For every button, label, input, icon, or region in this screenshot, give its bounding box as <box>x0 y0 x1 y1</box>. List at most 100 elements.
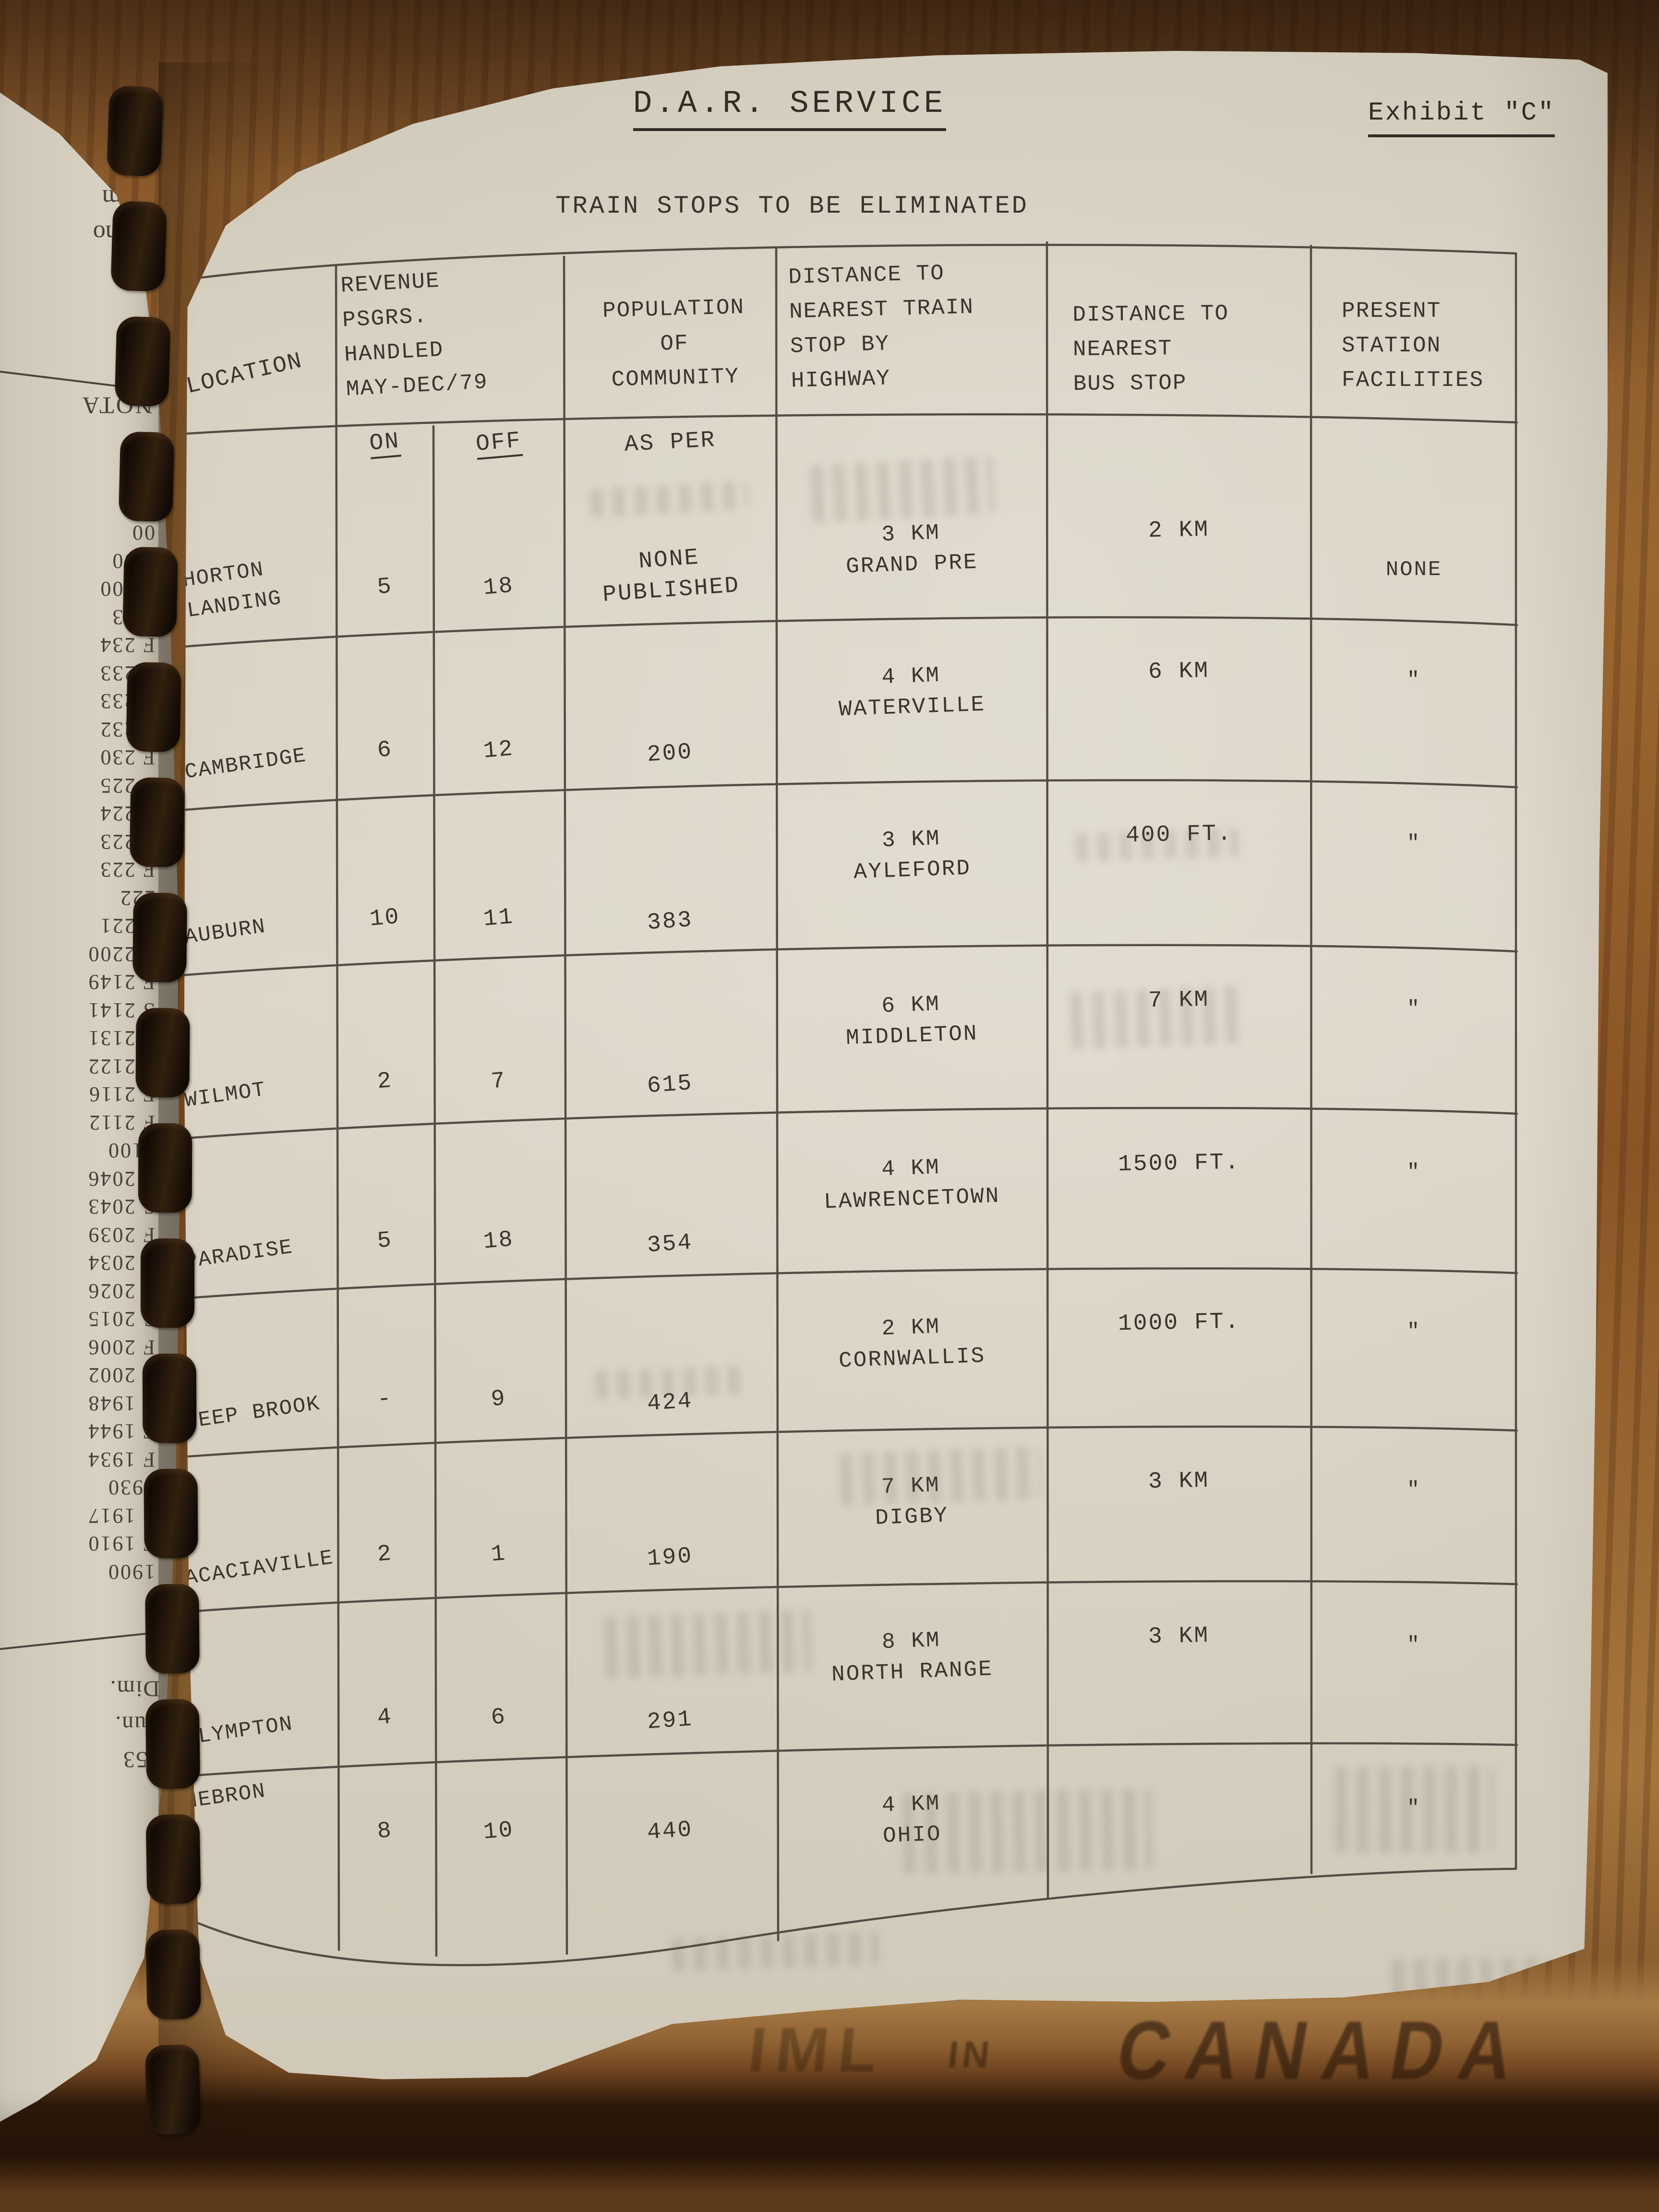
cell-facilities: " <box>1407 1478 1421 1502</box>
binding-loop <box>145 1814 201 1904</box>
binding-loop <box>135 1008 190 1098</box>
cell-off: 10 <box>482 1817 516 1846</box>
table-grid-line <box>184 243 1517 282</box>
column-header-train-distance: DISTANCE TO NEAREST TRAIN STOP BY HIGHWA… <box>788 261 974 394</box>
cell-bus-distance: 3 KM <box>1148 1623 1210 1650</box>
cell-bus-distance: 2 KM <box>1148 517 1210 544</box>
bleed-through-smudge <box>603 1609 813 1679</box>
cell-on: 5 <box>376 1227 394 1255</box>
table-grid-line <box>335 264 340 1951</box>
cell-off: 18 <box>482 573 516 601</box>
cell-facilities: " <box>1407 1796 1421 1820</box>
bleed-through-smudge <box>595 1365 745 1400</box>
page-title: D.A.R. SERVICE <box>566 85 1013 131</box>
cell-bus-distance: 1000 FT. <box>1118 1309 1240 1337</box>
page-subtitle: TRAIN STOPS TO BE ELIMINATED <box>555 192 1029 220</box>
column-header-revenue: REVENUE PSGRS. HANDLED MAY-DEC/79 <box>340 268 489 402</box>
cell-on: - <box>376 1385 394 1413</box>
cell-facilities: " <box>1407 1320 1421 1344</box>
table-grid-line <box>1046 241 1049 1900</box>
cell-population: 383 <box>646 907 694 937</box>
table-grid-line <box>432 425 438 1957</box>
binding-loop <box>114 316 171 407</box>
table-grid-line <box>184 1867 1517 1967</box>
page-title-text: D.A.R. SERVICE <box>633 85 947 131</box>
cell-off: 18 <box>482 1226 516 1255</box>
table-grid-line <box>184 616 1518 649</box>
cell-population: 354 <box>646 1229 694 1259</box>
comb-binding <box>0 0 250 2212</box>
cell-train-distance: 3 KM AYLEFORD <box>853 826 972 885</box>
binding-loop <box>122 546 178 637</box>
binding-loop <box>145 1699 201 1789</box>
cell-on: 8 <box>376 1817 394 1845</box>
cell-facilities: NONE <box>1385 558 1443 582</box>
cell-train-distance: 4 KM WATERVILLE <box>838 662 986 722</box>
table-grid-line <box>184 1106 1518 1140</box>
cell-on: 10 <box>368 904 401 933</box>
cell-on: 2 <box>376 1540 394 1568</box>
wood-stamp-canada: CANADA <box>1110 2004 1537 2097</box>
binding-loop <box>144 2044 201 2135</box>
cell-facilities: " <box>1407 831 1421 855</box>
bleed-through-smudge <box>839 1446 1043 1506</box>
cell-facilities: " <box>1407 997 1421 1021</box>
cell-train-distance: 2 KM CORNWALLIS <box>838 1314 986 1374</box>
cell-train-distance: 4 KM LAWRENCETOWN <box>823 1154 1001 1215</box>
wood-stamp-in: IN <box>946 2033 996 2076</box>
binding-loop <box>144 1468 198 1559</box>
table-grid-line <box>184 1742 1518 1778</box>
cell-bus-distance: 6 KM <box>1148 658 1210 685</box>
binding-loop <box>138 1123 192 1213</box>
binding-loop <box>145 1929 201 2020</box>
binding-loop <box>118 431 175 522</box>
cell-bus-distance: 1500 FT. <box>1118 1149 1240 1178</box>
table-grid-line <box>775 247 780 1942</box>
cell-off: 6 <box>490 1704 508 1731</box>
wood-stamp-partial-letters: IML <box>745 2015 890 2085</box>
bleed-through-smudge <box>902 1788 1153 1875</box>
cell-train-distance: 8 KM NORTH RANGE <box>830 1627 994 1687</box>
column-header-population: POPULATION OF COMMUNITY <box>602 295 745 393</box>
cell-bus-distance: 3 KM <box>1148 1467 1210 1495</box>
exhibit-label: Exhibit "C" <box>1368 98 1589 137</box>
binding-loop <box>106 85 164 177</box>
binding-loop <box>132 892 188 983</box>
cell-off: 11 <box>482 904 516 933</box>
cell-population: NONE PUBLISHED <box>601 544 741 608</box>
bleed-through-smudge <box>1070 986 1244 1050</box>
binding-loop <box>144 1584 200 1674</box>
cell-off: 1 <box>490 1540 508 1568</box>
cell-population: 190 <box>646 1543 694 1573</box>
exhibit-label-text: Exhibit "C" <box>1368 98 1555 137</box>
binding-loop <box>129 777 185 867</box>
cell-population: 440 <box>646 1816 694 1846</box>
bleed-through-smudge <box>671 1931 879 1972</box>
binding-loop <box>110 201 168 292</box>
binding-loop <box>126 662 181 752</box>
cell-off: 9 <box>490 1385 508 1413</box>
cell-off: 12 <box>482 736 516 765</box>
column-header-facilities: PRESENT STATION FACILITIES <box>1342 299 1484 393</box>
cell-train-distance: 6 KM MIDDLETON <box>845 991 979 1051</box>
cell-population: 424 <box>646 1388 694 1418</box>
cell-on: 2 <box>376 1068 394 1095</box>
table-grid-line <box>563 255 568 1955</box>
table-grid-line <box>184 779 1518 812</box>
cell-on: 5 <box>376 573 394 601</box>
column-header-bus-distance: DISTANCE TO NEAREST BUS STOP <box>1072 301 1229 397</box>
cell-on: 4 <box>376 1704 394 1731</box>
cell-facilities: " <box>1407 1160 1421 1184</box>
table-grid-line <box>184 1267 1518 1300</box>
binding-loop <box>142 1353 197 1443</box>
cell-facilities: " <box>1407 668 1421 692</box>
table-grid-line <box>184 413 1518 436</box>
binding-loop <box>141 1238 195 1328</box>
table-grid-line <box>184 944 1518 977</box>
cell-population: 615 <box>646 1070 694 1100</box>
cell-population: 200 <box>646 739 694 769</box>
